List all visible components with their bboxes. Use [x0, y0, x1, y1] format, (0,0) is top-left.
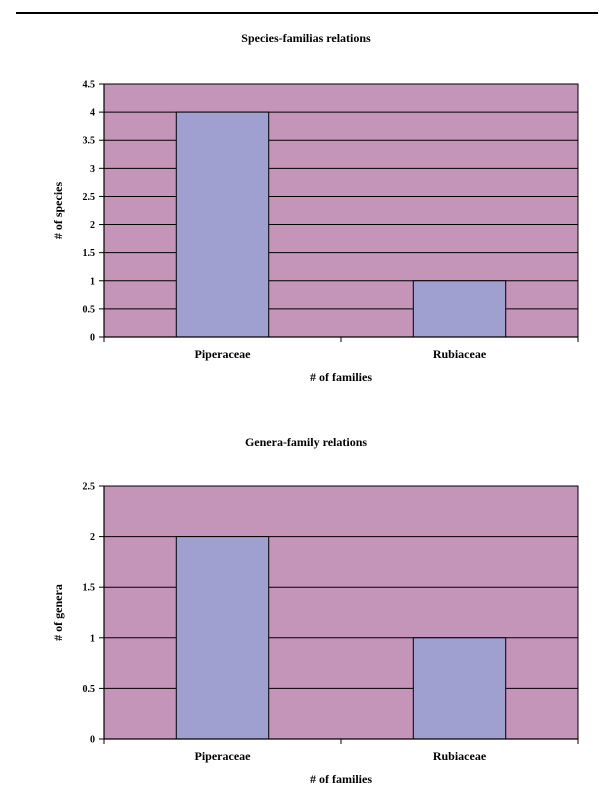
chart1-y-tick-label: 1 — [90, 276, 95, 287]
chart1-y-tick-label: 2.5 — [83, 192, 96, 203]
chart2-bar-rubiaceae — [412, 637, 507, 740]
chart1-y-tick-label: 3 — [90, 164, 95, 175]
chart1-title: Species-familias relations — [241, 31, 371, 45]
chart2-y-tick-label: 1 — [90, 633, 95, 644]
chart1-plot-area — [104, 84, 578, 337]
top-rule — [16, 12, 598, 14]
chart1-y-tick-label: 0.5 — [83, 304, 96, 315]
chart2-category-label: Piperaceae — [195, 749, 252, 763]
chart1-category-label: Piperaceae — [195, 347, 252, 361]
chart2-y-tick-label: 2.5 — [83, 482, 96, 493]
chart1-category-label: Rubiaceae — [433, 347, 487, 361]
chart1-x-axis-title: # of families — [310, 370, 372, 384]
chart1-y-tick-label: 4 — [90, 108, 95, 119]
chart1-y-tick-label: 2 — [90, 220, 95, 231]
chart2-y-axis-title: # of genera — [51, 584, 65, 641]
chart1-bar-rubiaceae — [412, 280, 507, 338]
chart2-bar-piperaceae — [175, 536, 270, 740]
chart2-title: Genera-family relations — [245, 435, 367, 449]
chart2-y-tick-label: 0 — [90, 735, 95, 746]
chart1-y-tick-label: 0 — [90, 333, 95, 344]
chart1-bar-piperaceae — [175, 111, 270, 338]
chart2-y-tick-label: 2 — [90, 532, 95, 543]
chart1-y-tick-label: 3.5 — [83, 136, 96, 147]
chart2-plot-area — [104, 486, 578, 739]
chart1-y-tick-label: 1.5 — [83, 248, 96, 259]
chart2-y-tick-label: 1.5 — [83, 583, 96, 594]
chart2-x-axis-title: # of families — [310, 772, 372, 786]
chart2-y-tick-label: 0.5 — [83, 684, 96, 695]
chart2-category-label: Rubiaceae — [433, 749, 487, 763]
chart1-y-axis-title: # of species — [51, 182, 65, 240]
chart1-y-tick-label: 4.5 — [83, 80, 96, 91]
